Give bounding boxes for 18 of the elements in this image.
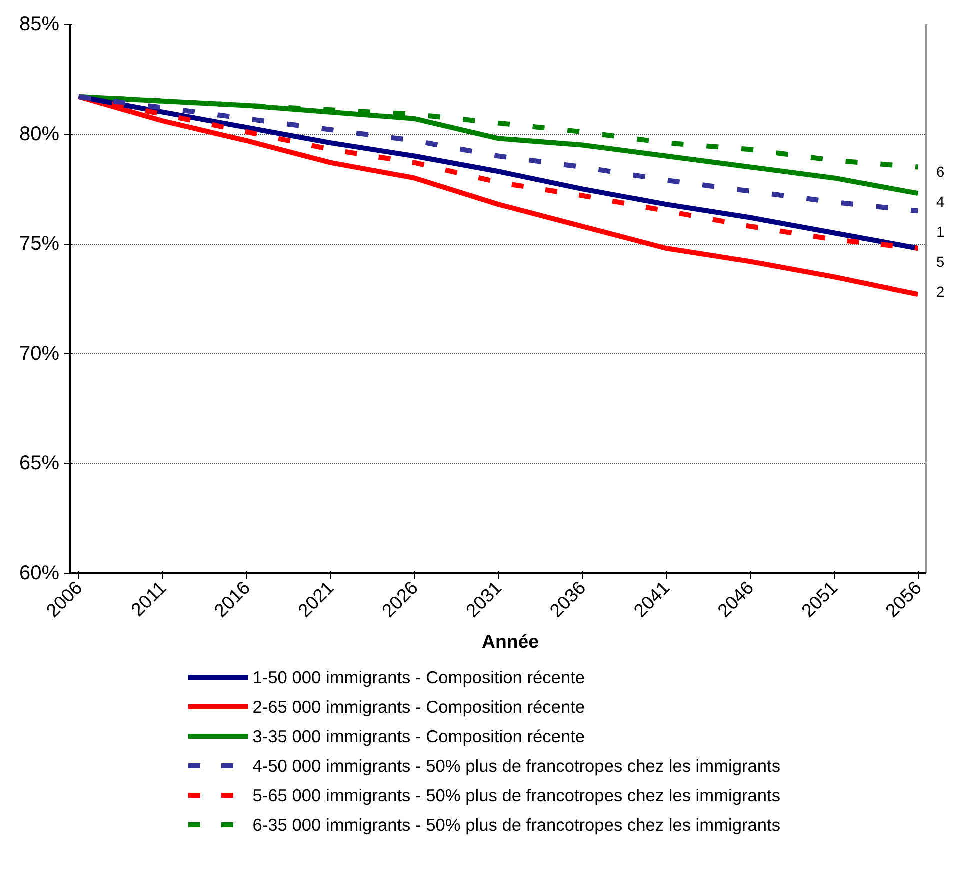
legend-label: 5-65 000 immigrants - 50% plus de francotropes chez les immigrants	[252, 786, 781, 806]
y-tick-label: 65%	[19, 452, 60, 475]
y-tick-label: 80%	[19, 123, 60, 146]
y-tick-label: 60%	[19, 562, 60, 584]
legend-label: 6-35 000 immigrants - 50% plus de francotropes chez les immigrants	[252, 815, 781, 835]
legend-label: 1-50 000 immigrants - Composition récente	[252, 668, 586, 688]
y-tick-label: 75%	[19, 233, 60, 256]
text: 4	[936, 195, 945, 211]
y-tick-label: 85%	[19, 14, 60, 36]
text: 2	[936, 285, 945, 301]
text: 1	[936, 225, 945, 241]
y-tick-label: 70%	[19, 342, 60, 365]
legend-label: 2-65 000 immigrants - Composition récente	[252, 697, 586, 717]
text: 5	[936, 255, 945, 271]
text: 6	[936, 165, 945, 181]
legend-label: 3-35 000 immigrants - Composition récente	[252, 726, 586, 746]
x-axis-title: Année	[482, 631, 540, 652]
legend-label: 4-50 000 immigrants - 50% plus de francotropes chez les immigrants	[252, 756, 781, 776]
